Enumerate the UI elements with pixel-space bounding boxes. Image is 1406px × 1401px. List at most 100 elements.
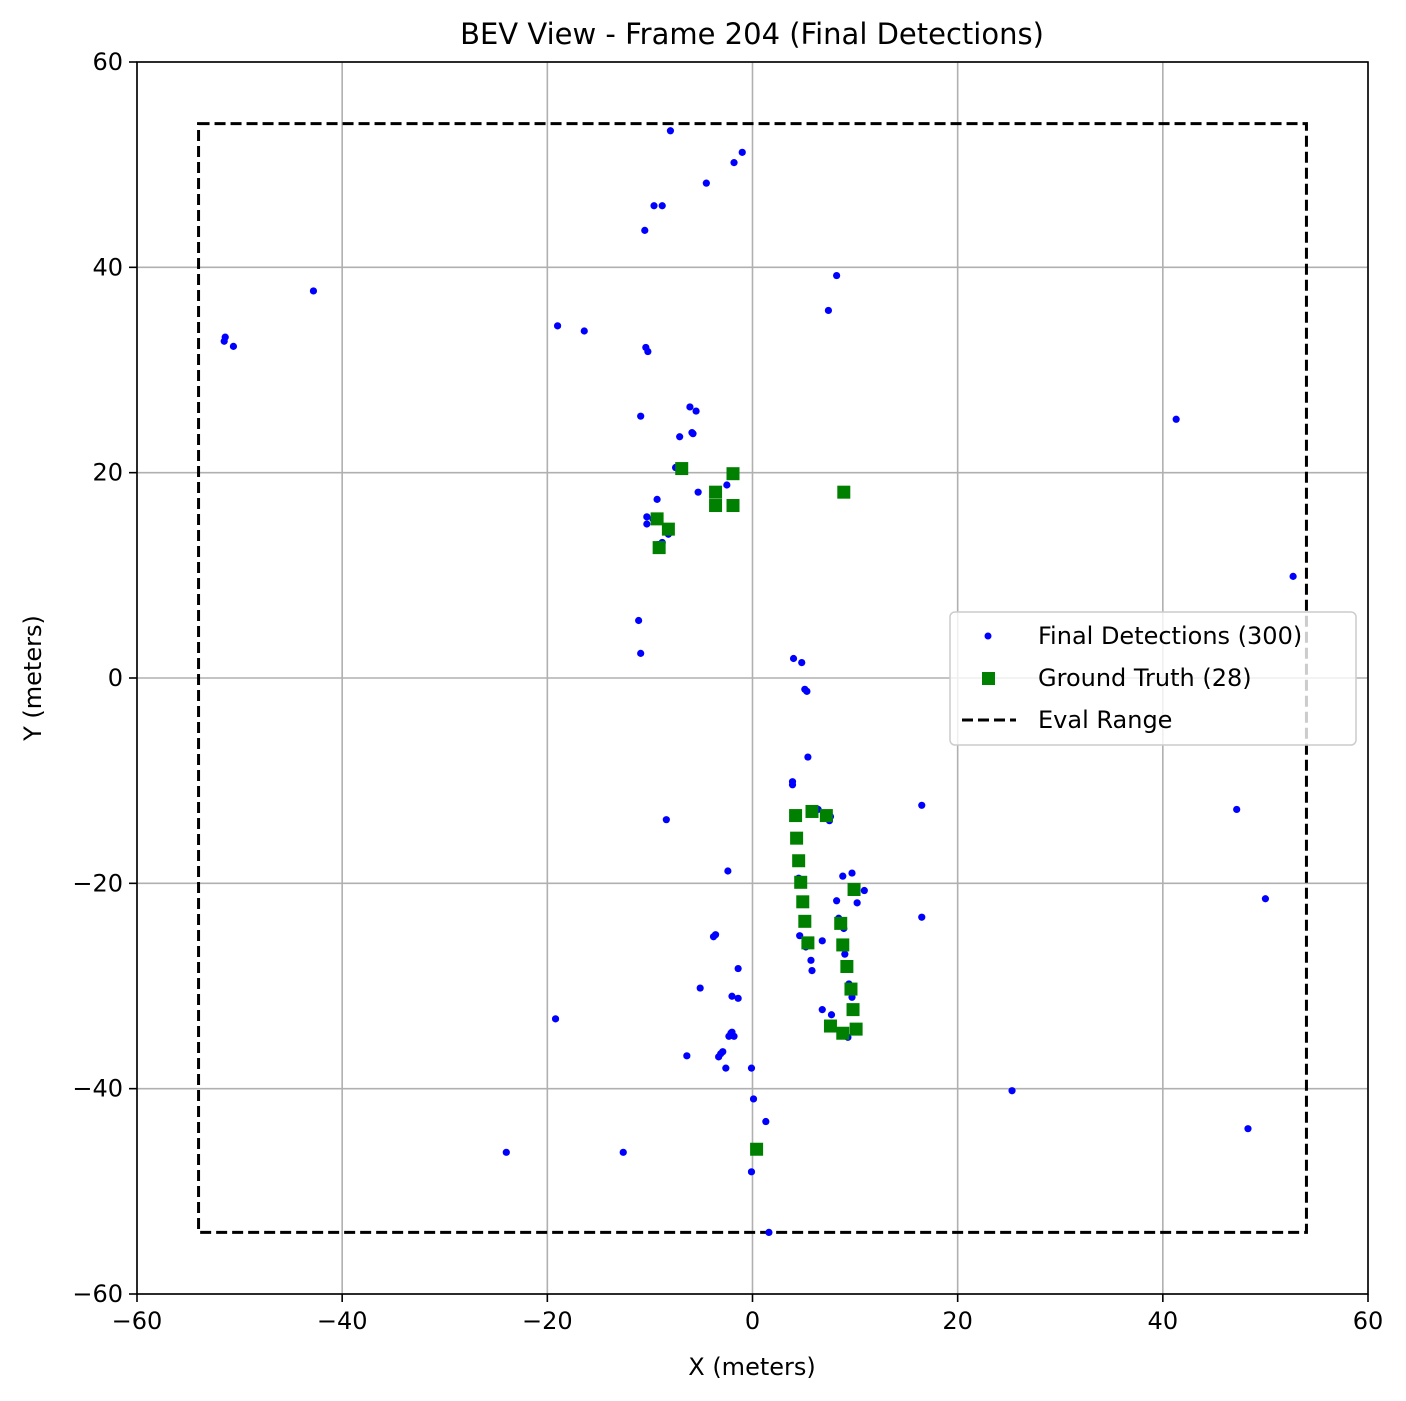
x-tick-label: 60 [1353,1307,1384,1335]
detection-point [724,867,732,875]
detection-point [309,287,318,295]
detection-point [841,950,849,958]
detection-point [696,984,704,992]
detection-point [635,616,643,625]
ground-truth-series [650,462,863,1156]
detection-point [715,1053,723,1061]
ground-truth-point [709,485,723,499]
detection-point [728,992,736,1000]
y-tick-label: −20 [72,869,123,897]
detection-point [833,271,841,280]
x-tick-label: 0 [745,1307,760,1335]
x-axis-label: X (meters) [688,1353,816,1381]
x-axis-ticks: −60 −40 −20 0 20 40 60 [112,1294,1384,1335]
detection-point [765,1228,773,1236]
legend: Final Detections (300) Ground Truth (28)… [949,611,1357,746]
ground-truth-point [794,875,808,889]
y-axis-label: Y (meters) [19,615,47,742]
ground-truth-point [790,831,804,845]
detection-point [833,897,841,905]
detection-point [788,781,797,789]
ground-truth-point [801,936,815,950]
ground-truth-point [675,462,689,476]
x-tick-label: −20 [522,1307,573,1335]
detection-point [643,513,651,521]
legend-label-detections: Final Detections (300) [1038,622,1302,650]
detection-point [762,1117,770,1126]
ground-truth-point [652,541,666,555]
detection-point [658,202,666,210]
detection-point [722,1064,730,1072]
ground-truth-point [836,1026,850,1040]
detection-point [818,1006,826,1014]
y-tick-label: −60 [72,1280,123,1308]
detection-point [689,430,697,438]
detection-point [662,816,670,824]
ground-truth-point [840,959,854,973]
detection-point [728,1028,736,1036]
detection-point [730,159,738,167]
legend-marker-detections [984,632,992,640]
detection-point [827,1011,836,1019]
x-tick-label: 20 [942,1307,973,1335]
detection-point [1233,805,1241,814]
detection-point [650,202,658,210]
detection-point [853,899,861,907]
detection-point [683,1052,691,1060]
ground-truth-point [792,854,806,868]
detection-point [804,753,812,761]
detection-point [848,869,856,877]
y-tick-label: −40 [72,1075,123,1103]
detection-point [803,687,811,695]
ground-truth-point [836,938,850,952]
detection-point [619,1148,627,1156]
detection-point [694,488,702,496]
detection-point [1289,572,1297,580]
ground-truth-point [805,804,819,818]
detection-point [1008,1087,1016,1095]
detection-point [666,127,675,135]
detection-point [808,967,816,975]
detection-point [747,1168,756,1176]
y-axis-ticks: −60 −40 −20 0 20 40 60 [72,48,137,1308]
detection-point [641,226,649,234]
legend-label-eval-range: Eval Range [1038,706,1172,734]
ground-truth-point [849,1022,863,1036]
legend-marker-ground-truth [982,672,995,685]
detection-point [818,937,826,945]
detection-point [686,403,694,411]
y-tick-label: 40 [92,253,123,281]
detection-point [789,654,798,663]
ground-truth-point [834,916,848,930]
detection-point [637,649,645,657]
detection-point [918,801,926,809]
detection-point [807,956,815,964]
detection-point [719,1048,727,1056]
ground-truth-point [661,522,675,536]
detection-point [692,407,700,415]
detection-point [918,913,926,921]
detection-point [643,520,651,528]
detection-point [702,179,710,187]
detection-point [676,433,684,441]
ground-truth-point [726,467,740,481]
x-tick-label: −40 [317,1307,368,1335]
chart-title: BEV View - Frame 204 (Final Detections) [460,17,1044,51]
legend-label-ground-truth: Ground Truth (28) [1038,664,1252,692]
y-tick-label: 20 [92,459,123,487]
detection-point [653,495,661,503]
ground-truth-point [789,809,803,823]
detection-point [502,1148,510,1156]
detection-point [798,659,806,667]
ground-truth-point [726,499,740,513]
detection-point [723,481,731,489]
x-tick-label: −60 [112,1307,163,1335]
x-tick-label: 40 [1148,1307,1179,1335]
ground-truth-point [819,809,833,823]
detection-point [860,886,868,895]
detection-point [734,964,742,973]
ground-truth-point [709,499,723,513]
detection-point [1244,1125,1252,1133]
ground-truth-point [798,914,812,928]
detection-point [580,327,588,335]
